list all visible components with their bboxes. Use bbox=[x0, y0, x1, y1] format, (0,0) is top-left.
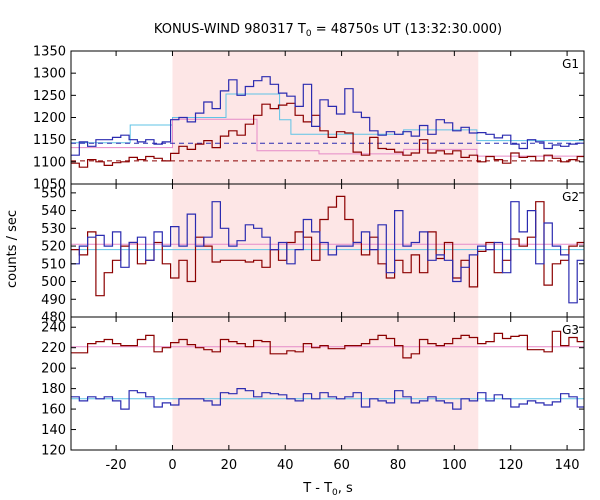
y-tick-label: 1150 bbox=[33, 133, 66, 148]
count-rate-step-series bbox=[71, 76, 584, 156]
y-tick-label: 1100 bbox=[33, 155, 66, 170]
y-tick-label: 520 bbox=[41, 240, 66, 255]
x-tick-label: 100 bbox=[442, 458, 467, 473]
y-tick-label: 530 bbox=[41, 222, 66, 237]
highlight-interval bbox=[172, 317, 479, 450]
y-tick-label: 1350 bbox=[33, 45, 66, 60]
y-tick-label: 140 bbox=[41, 423, 66, 438]
panels-layer: 1050110011501200125013001350G14804905005… bbox=[33, 45, 585, 473]
y-tick-label: 480 bbox=[41, 311, 66, 326]
y-tick-label: 500 bbox=[41, 275, 66, 290]
y-tick-label: 1300 bbox=[33, 67, 66, 82]
y-tick-label: 240 bbox=[41, 321, 66, 336]
panel-label: G1 bbox=[562, 57, 579, 71]
plot-area bbox=[71, 195, 584, 304]
x-tick-label: 60 bbox=[333, 458, 350, 473]
fit-line bbox=[71, 93, 584, 144]
x-tick-label: 20 bbox=[221, 458, 238, 473]
y-tick-label: 1250 bbox=[33, 89, 66, 104]
count-rate-step-series bbox=[71, 201, 584, 304]
y-tick-label: 510 bbox=[41, 257, 66, 272]
fit-line bbox=[71, 118, 584, 157]
y-tick-label: 200 bbox=[41, 362, 66, 377]
x-tick-label: 120 bbox=[498, 458, 523, 473]
y-tick-label: 1050 bbox=[33, 178, 66, 193]
y-tick-label: 220 bbox=[41, 341, 66, 356]
y-tick-label: 540 bbox=[41, 204, 66, 219]
panel-g3: 120 140 160 180 200 220 240 G3 bbox=[41, 316, 585, 459]
x-tick-label: 80 bbox=[390, 458, 407, 473]
y-tick-label: 180 bbox=[41, 382, 66, 397]
count-rate-step-series bbox=[71, 102, 584, 168]
highlight-interval bbox=[172, 184, 479, 317]
y-tick-label: 550 bbox=[41, 186, 66, 201]
panel-frame bbox=[70, 316, 585, 451]
x-axis-title: T - T0, s bbox=[302, 481, 353, 498]
panel-label: G3 bbox=[562, 323, 579, 337]
x-tick-label: 0 bbox=[168, 458, 176, 473]
plot-area bbox=[71, 76, 584, 168]
panel-label: G2 bbox=[562, 190, 579, 204]
x-tick-label: 40 bbox=[277, 458, 294, 473]
chart-title: KONUS-WIND 980317 T0 = 48750s UT (13:32:… bbox=[154, 22, 502, 39]
count-rate-step-series bbox=[71, 330, 584, 359]
y-tick-label: 490 bbox=[41, 293, 66, 308]
x-tick-label: 140 bbox=[555, 458, 580, 473]
y-axis-title: counts / sec bbox=[5, 210, 20, 288]
panel-g1: 1050 1100 1150 1200 1250 1300 1350 G1 bbox=[33, 45, 585, 193]
count-rate-step-series bbox=[71, 388, 584, 410]
y-tick-label: 160 bbox=[41, 403, 66, 418]
y-tick-label: 1200 bbox=[33, 111, 66, 126]
panel-g2: 480 490 500 510 520 530 540 550 G2 bbox=[41, 183, 585, 326]
count-rate-step-series bbox=[71, 195, 584, 297]
y-tick-label: 120 bbox=[41, 444, 66, 459]
x-tick-label: -20 bbox=[105, 458, 126, 473]
plot-area bbox=[71, 330, 584, 410]
